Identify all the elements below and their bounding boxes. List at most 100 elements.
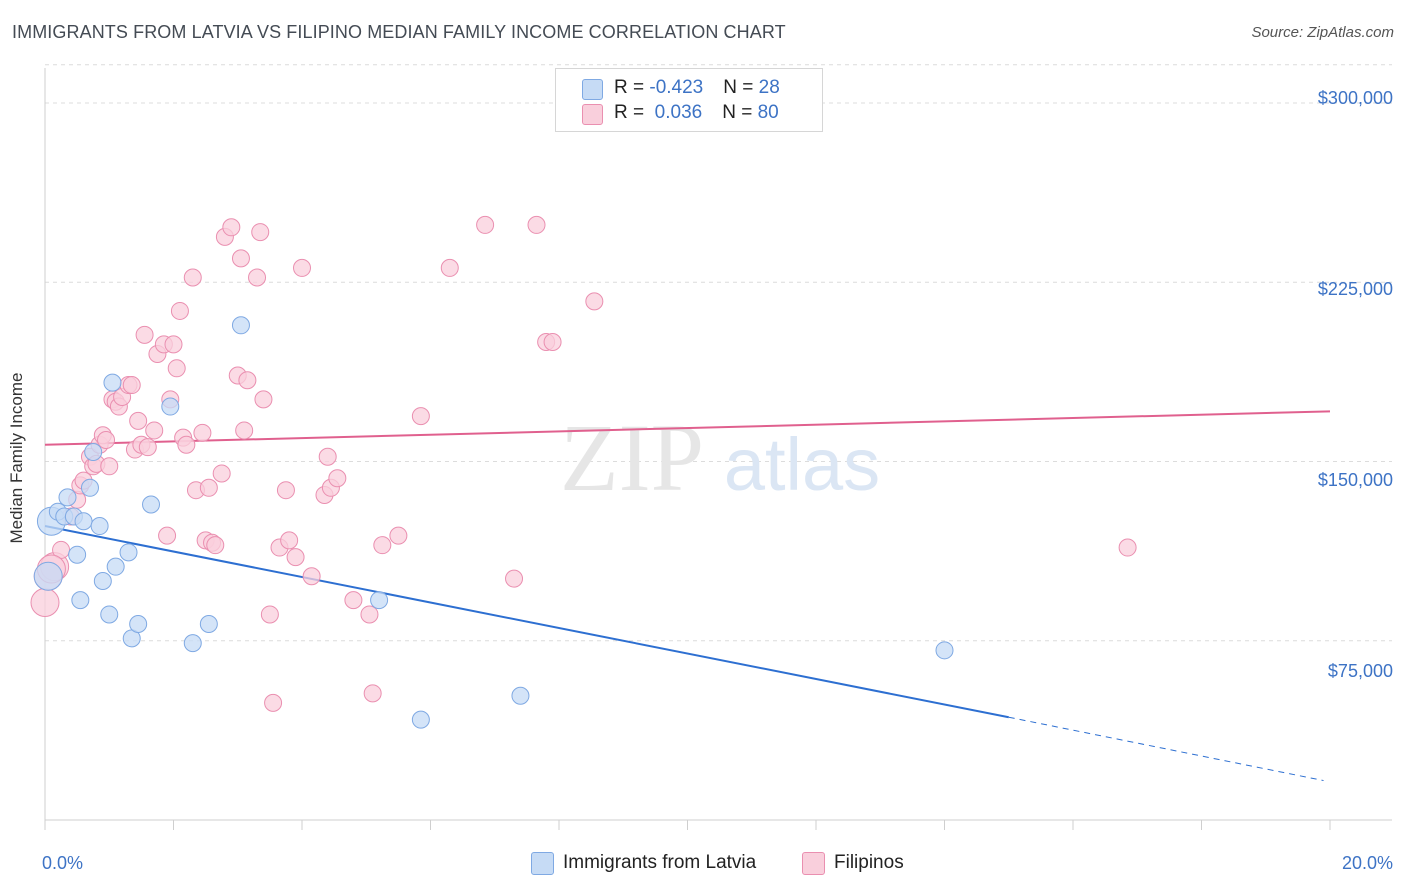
point-filipino-29 (158, 526, 177, 545)
x-tick-max: 20.0% (1341, 853, 1393, 873)
point-latvia-8 (74, 512, 93, 531)
trend-lines (44, 410, 1331, 782)
point-latvia-11 (90, 517, 109, 536)
legend-swatch-latvia (582, 79, 603, 100)
chart-title: IMMIGRANTS FROM LATVIA VS FILIPINO MEDIA… (12, 22, 786, 42)
point-filipino-62 (318, 447, 337, 466)
legend-n-label: N = (723, 77, 759, 98)
point-filipino-14 (100, 457, 119, 476)
trend-line-latvia-extension (1008, 716, 1324, 782)
point-filipino-74 (527, 215, 546, 234)
point-latvia-22 (199, 615, 218, 634)
point-filipino-70 (411, 407, 430, 426)
point-latvia-21 (183, 634, 202, 653)
point-latvia-6 (68, 545, 87, 564)
point-latvia-20 (103, 373, 122, 392)
legend-swatch-filipino (582, 104, 603, 125)
x-tick-min: 0.0% (42, 853, 84, 873)
point-latvia-9 (80, 478, 99, 497)
watermark-atlas: atlas (724, 423, 880, 506)
watermark: ZIP atlas (560, 404, 880, 511)
series-swatch-filipino (802, 852, 825, 875)
point-filipino-60 (302, 567, 321, 586)
watermark-zip: ZIP (560, 404, 704, 511)
y-tick-75000: $75,000 (1327, 661, 1393, 681)
point-filipino-43 (212, 464, 231, 483)
stats-legend: R = -0.423 N = 28 R = 0.036 N = 80 (555, 68, 823, 132)
y-tick-300000: $300,000 (1317, 88, 1393, 108)
grid-lines (45, 64, 1392, 642)
point-filipino-42 (206, 536, 225, 555)
point-filipino-32 (167, 359, 186, 378)
point-filipino-22 (129, 411, 148, 430)
point-latvia-26 (511, 686, 530, 705)
point-filipino-64 (328, 469, 347, 488)
point-filipino-71 (440, 258, 459, 277)
point-filipino-52 (254, 390, 273, 409)
point-filipino-68 (373, 536, 392, 555)
point-filipino-79 (1118, 538, 1137, 557)
legend-r-value-filipino: 0.036 (649, 102, 703, 123)
point-filipino-65 (344, 591, 363, 610)
series-label-latvia: Immigrants from Latvia (563, 852, 757, 873)
trend-line-filipino (44, 410, 1331, 446)
point-filipino-45 (222, 218, 241, 237)
point-filipino-13 (97, 431, 116, 449)
point-filipino-73 (505, 569, 524, 588)
point-filipino-50 (248, 268, 267, 287)
legend-r-label: R = (614, 102, 650, 123)
legend-r-value-latvia: -0.423 (649, 77, 704, 98)
point-filipino-36 (183, 268, 202, 287)
point-latvia-18 (142, 495, 161, 514)
y-tick-225000: $225,000 (1317, 279, 1393, 299)
point-filipino-59 (293, 258, 311, 277)
series-label-filipino: Filipinos (834, 852, 904, 873)
point-filipino-25 (138, 438, 157, 457)
trend-line-latvia (44, 525, 1009, 719)
point-filipino-35 (177, 435, 196, 454)
series-swatch-latvia (531, 852, 554, 875)
point-latvia-10 (84, 442, 103, 461)
point-filipino-54 (264, 693, 283, 712)
legend-n-label: N = (722, 102, 758, 123)
point-filipino-24 (135, 325, 154, 344)
point-filipino-66 (360, 605, 379, 624)
point-filipino-51 (251, 223, 270, 242)
point-latvia-24 (370, 591, 389, 610)
point-latvia-12 (93, 572, 112, 591)
point-latvia-15 (119, 543, 138, 562)
point-latvia-25 (411, 710, 430, 729)
point-filipino-20 (122, 376, 141, 395)
point-latvia-0 (33, 561, 63, 591)
point-latvia-4 (58, 488, 77, 507)
point-filipino-48 (235, 421, 254, 440)
point-filipino-56 (276, 481, 295, 500)
point-filipino-67 (363, 684, 382, 703)
point-latvia-7 (71, 591, 90, 610)
scatter-points (30, 215, 1137, 729)
point-latvia-13 (100, 605, 119, 624)
point-filipino-26 (145, 421, 164, 440)
point-latvia-17 (129, 615, 148, 634)
point-latvia-23 (231, 316, 250, 335)
point-filipino-58 (286, 548, 305, 567)
source-label: Source: ZipAtlas.com (1251, 24, 1394, 41)
point-filipino-33 (170, 301, 189, 320)
point-filipino-76 (543, 333, 562, 352)
legend-n-value-filipino: 80 (757, 102, 779, 123)
legend-n-value-latvia: 28 (758, 77, 780, 98)
point-filipino-72 (476, 215, 495, 234)
point-filipino-31 (164, 335, 183, 354)
point-filipino-77 (585, 292, 604, 311)
point-filipino-49 (238, 371, 257, 390)
point-filipino-0 (30, 588, 60, 618)
point-filipino-53 (260, 605, 279, 624)
point-latvia-27 (935, 641, 954, 660)
point-filipino-38 (193, 423, 212, 442)
point-latvia-19 (161, 397, 180, 416)
y-axis-label: Median Family Income (7, 372, 26, 544)
point-filipino-40 (199, 478, 218, 497)
axes (44, 68, 1392, 830)
point-filipino-69 (389, 526, 408, 545)
